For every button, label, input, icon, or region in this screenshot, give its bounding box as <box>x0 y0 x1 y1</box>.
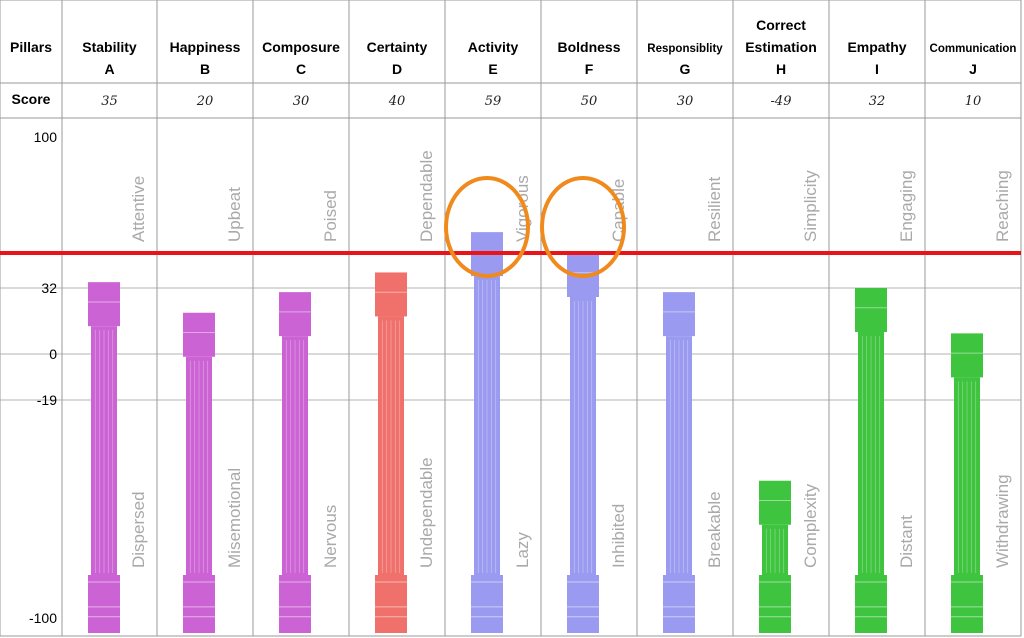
pillar-name: Estimation <box>745 39 817 55</box>
pillar-letter: J <box>969 61 977 77</box>
lower-trait-label: Inhibited <box>609 504 628 568</box>
pillar-score: 10 <box>965 94 982 109</box>
pillar-score: 32 <box>869 94 886 109</box>
lower-trait-label: Lazy <box>513 532 532 568</box>
upper-trait-label: Reaching <box>993 170 1012 242</box>
upper-trait-label: Attentive <box>129 176 148 242</box>
y-tick-label: 0 <box>49 346 57 362</box>
lower-trait-label: Breakable <box>705 491 724 568</box>
lower-trait-label: Dispersed <box>129 491 148 568</box>
lower-trait-label: Complexity <box>801 483 820 568</box>
pillar-bar <box>471 232 503 633</box>
score-row: Score 35 20 30 40 59 50 30 -49 32 10 <box>12 91 982 109</box>
upper-trait-label: Resilient <box>705 177 724 242</box>
pillar-score: 20 <box>196 94 214 109</box>
pillar-bar <box>279 292 311 633</box>
pillar-letter: D <box>392 61 402 77</box>
upper-trait-label: Simplicity <box>801 170 820 242</box>
lower-trait-label: Nervous <box>321 505 340 568</box>
pillar-bar <box>88 282 120 633</box>
y-tick-label: 32 <box>41 280 57 296</box>
pillar-letter: H <box>776 61 786 77</box>
highlight-circle <box>540 176 626 278</box>
pillar-letter: B <box>200 61 210 77</box>
pillar-letter: F <box>585 61 594 77</box>
lower-trait-label: Undependable <box>417 457 436 568</box>
pillar-bars <box>88 232 983 633</box>
y-axis-ticks: 100 32 0 -19 -100 <box>29 129 57 626</box>
header-row: Pillars Stability A Happiness B Composure C Ce… <box>10 17 1016 77</box>
pillar-name: Composure <box>262 39 340 55</box>
pillar-name: Correct <box>756 17 806 33</box>
pillar-name: Certainty <box>367 39 428 55</box>
pillar-letter: G <box>680 61 691 77</box>
upper-trait-label: Engaging <box>897 170 916 242</box>
upper-trait-label: Dependable <box>417 150 436 242</box>
pillar-name: Happiness <box>170 39 241 55</box>
pillar-score: -49 <box>771 94 792 109</box>
y-tick-label: 100 <box>34 129 58 145</box>
pillar-bar <box>375 272 407 633</box>
upper-trait-label: Poised <box>321 190 340 242</box>
pillar-score: 35 <box>101 94 118 109</box>
pillar-bar <box>951 333 983 633</box>
pillar-letter: E <box>488 61 497 77</box>
overlays <box>0 176 1021 278</box>
pillar-bar <box>567 253 599 633</box>
pillar-score: 40 <box>388 94 406 109</box>
pillar-name: Empathy <box>847 39 906 55</box>
pillar-name: Boldness <box>557 39 620 55</box>
upper-trait-label: Upbeat <box>225 187 244 242</box>
pillar-bar <box>855 288 887 633</box>
pillar-bar <box>663 292 695 633</box>
pillar-name: Stability <box>82 39 137 55</box>
pillar-letter: I <box>875 61 879 77</box>
pillar-name: Activity <box>468 39 519 55</box>
score-row-label: Score <box>12 91 51 107</box>
pillar-name: Communication <box>930 43 1017 55</box>
lower-trait-label: Distant <box>897 515 916 568</box>
highlight-circle <box>444 176 530 278</box>
lower-trait-label: Misemotional <box>225 468 244 568</box>
pillar-letter: A <box>104 61 114 77</box>
y-tick-label: -19 <box>37 392 57 408</box>
pillar-score: 50 <box>581 94 598 109</box>
y-tick-label: -100 <box>29 610 57 626</box>
pillar-score: 30 <box>677 94 694 109</box>
pillar-score: 59 <box>485 94 502 109</box>
trait-labels: Attentive Dispersed Upbeat Misemotional Pois… <box>129 150 1012 568</box>
pillar-bar <box>183 312 215 633</box>
pillar-bar <box>759 480 791 633</box>
pillar-score: 30 <box>293 94 310 109</box>
pillar-letter: C <box>296 61 306 77</box>
pillar-name: Responsiblity <box>647 43 723 55</box>
pillars-header-label: Pillars <box>10 39 52 55</box>
lower-trait-label: Withdrawing <box>993 474 1012 568</box>
